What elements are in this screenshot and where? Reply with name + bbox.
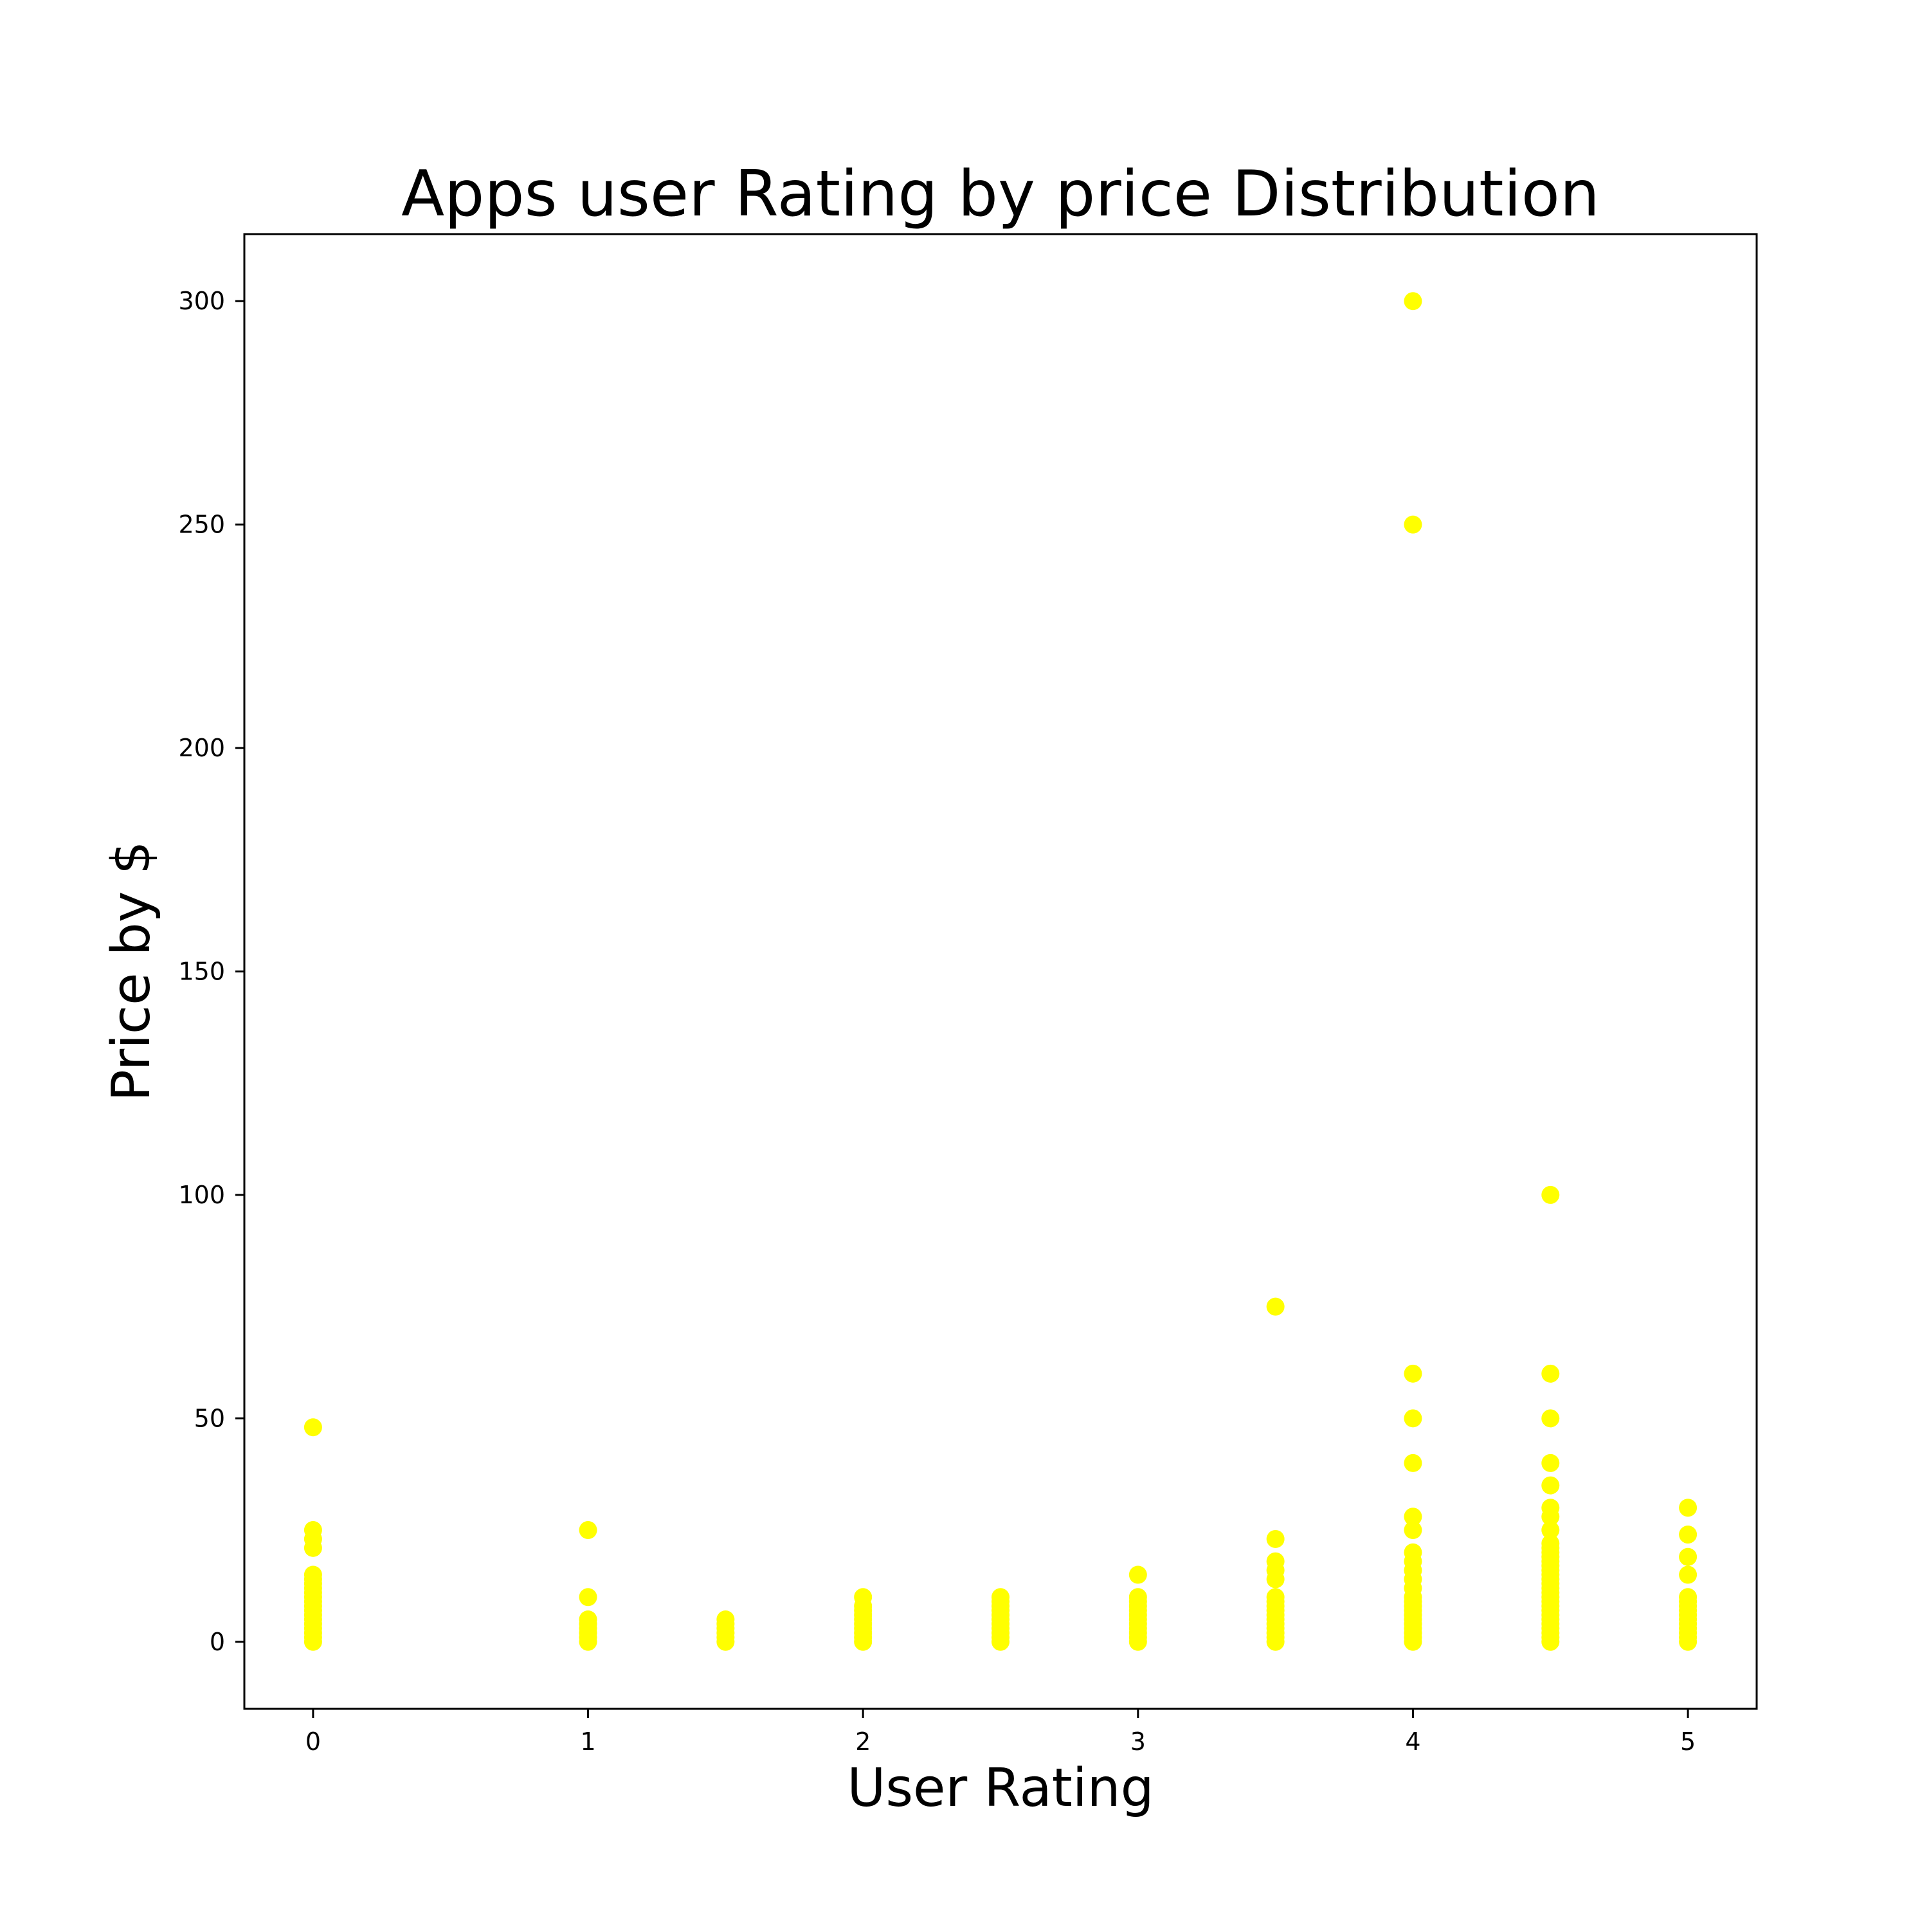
- y-tick-label: 250: [178, 511, 225, 539]
- data-point: [1404, 1409, 1422, 1428]
- data-point: [1541, 1521, 1560, 1540]
- data-point: [1404, 1454, 1422, 1472]
- data-point: [1404, 1364, 1422, 1383]
- x-tick-label: 4: [1405, 1727, 1420, 1756]
- data-point: [1404, 515, 1422, 534]
- data-point: [992, 1588, 1010, 1607]
- data-point: [1266, 1552, 1285, 1571]
- y-tick-label: 50: [194, 1404, 225, 1432]
- y-tick-label: 150: [178, 958, 225, 986]
- data-point: [1266, 1529, 1285, 1548]
- data-point: [854, 1588, 873, 1607]
- data-point: [1541, 1364, 1560, 1383]
- data-point: [1679, 1547, 1698, 1566]
- data-point: [1404, 1508, 1422, 1526]
- data-point: [1541, 1499, 1560, 1517]
- data-point: [1541, 1185, 1560, 1204]
- data-point: [1266, 1588, 1285, 1607]
- data-point: [1128, 1588, 1147, 1607]
- x-tick-label: 5: [1680, 1727, 1696, 1756]
- data-point: [1679, 1565, 1698, 1584]
- y-tick-label: 200: [178, 734, 225, 762]
- data-point: [1404, 1521, 1422, 1540]
- data-point: [1266, 1297, 1285, 1316]
- data-point: [579, 1588, 597, 1607]
- data-point: [1541, 1409, 1560, 1428]
- x-tick-label: 2: [855, 1727, 871, 1756]
- x-axis-ticks: 0 1 2 3 4 5: [305, 1709, 1696, 1756]
- x-tick-label: 1: [580, 1727, 595, 1756]
- y-tick-label: 300: [178, 287, 225, 315]
- chart-title: Apps user Rating by price Distribution: [401, 158, 1600, 231]
- data-point: [579, 1610, 597, 1629]
- data-point: [1128, 1565, 1147, 1584]
- x-axis-label: User Rating: [847, 1758, 1154, 1819]
- data-point: [1679, 1526, 1698, 1544]
- data-point: [1541, 1534, 1560, 1553]
- data-point: [303, 1418, 322, 1437]
- data-point: [1404, 292, 1422, 311]
- data-points: [303, 292, 1698, 1651]
- data-point: [303, 1521, 322, 1540]
- y-axis-ticks: 0 50 100 150 200 250 300: [178, 287, 244, 1656]
- data-point: [579, 1521, 597, 1540]
- data-point: [1679, 1499, 1698, 1517]
- data-point: [1541, 1476, 1560, 1495]
- y-tick-label: 0: [210, 1628, 225, 1656]
- data-point: [716, 1610, 735, 1629]
- data-point: [303, 1565, 322, 1584]
- x-tick-label: 3: [1130, 1727, 1146, 1756]
- y-tick-label: 100: [178, 1181, 225, 1209]
- data-point: [1541, 1454, 1560, 1472]
- y-axis-label: Price by $: [101, 841, 162, 1102]
- data-point: [1404, 1543, 1422, 1562]
- x-tick-label: 0: [305, 1727, 321, 1756]
- data-point: [1679, 1588, 1698, 1607]
